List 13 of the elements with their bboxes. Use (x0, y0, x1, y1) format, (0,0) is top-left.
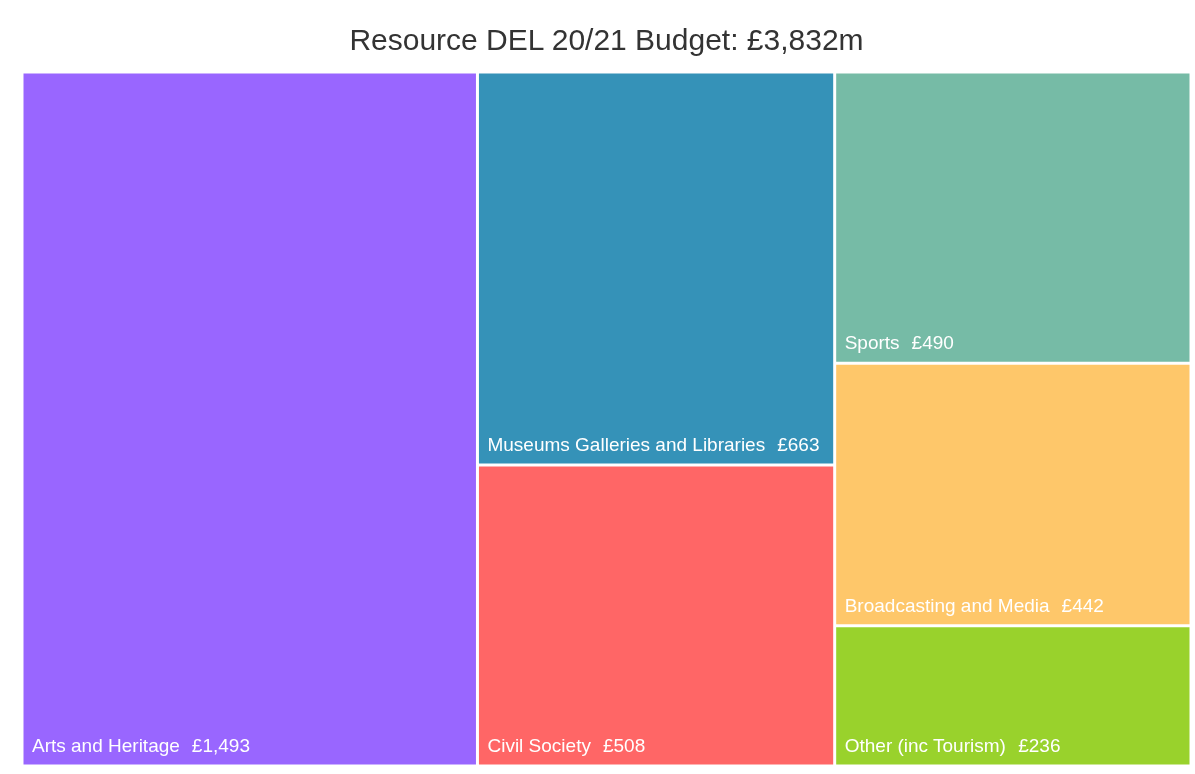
category-label: Broadcasting and Media (844, 594, 1051, 616)
category-label: Museums Galleries and Libraries (487, 433, 766, 455)
category-label: Civil Society (487, 735, 592, 756)
category-label: Sports (844, 332, 900, 354)
data-label: £442 (1061, 594, 1104, 616)
data-label: £508 (602, 735, 646, 756)
category-label: Other (inc Tourism) (844, 735, 1006, 756)
data-label: £1,493 (191, 735, 250, 756)
data-label: £663 (777, 433, 820, 455)
data-label: £236 (1018, 735, 1061, 756)
data-label: £490 (911, 332, 954, 354)
text: Resource DEL 20/21 Budget: £3,832m (349, 23, 864, 57)
category-label: Arts and Heritage (32, 735, 180, 756)
